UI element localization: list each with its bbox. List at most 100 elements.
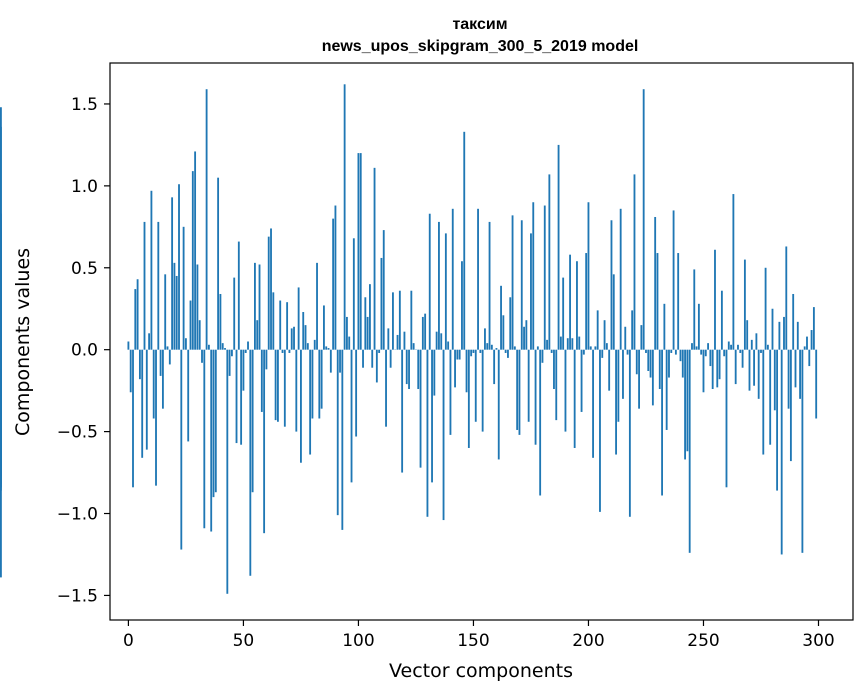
bar-167 <box>511 215 514 350</box>
bar-102 <box>362 349 364 368</box>
bar-2 <box>132 349 134 488</box>
bar-52 <box>247 341 249 350</box>
bar-123 <box>410 290 413 350</box>
bar-249 <box>700 349 703 355</box>
bar-296 <box>808 349 811 367</box>
bar-32 <box>201 349 203 363</box>
bar-261 <box>727 341 730 350</box>
bar-111 <box>382 230 385 350</box>
bar-265 <box>737 344 739 350</box>
bar-168 <box>513 346 516 350</box>
bar-299 <box>815 349 818 419</box>
x-tick-label-250: 250 <box>687 631 719 651</box>
bar-43 <box>226 349 229 594</box>
bar-3 <box>134 289 137 350</box>
bar-19 <box>171 197 174 350</box>
bar-174 <box>527 349 530 422</box>
bar-150 <box>472 349 475 353</box>
bar-80 <box>311 349 314 419</box>
bar-247 <box>695 346 698 350</box>
bar-193 <box>571 338 574 350</box>
bar-242 <box>684 349 686 460</box>
y-tick-label-1.5: 1.5 <box>71 95 98 115</box>
bar-256 <box>716 349 719 388</box>
bar-115 <box>392 292 394 350</box>
bar-202 <box>592 349 594 458</box>
y-tick-label-0.5: 0.5 <box>71 259 98 279</box>
bar-192 <box>569 254 571 350</box>
bar-13 <box>157 221 160 350</box>
bar-183 <box>548 174 551 350</box>
bar-85 <box>323 305 325 350</box>
bar-58 <box>260 349 263 412</box>
bar-191 <box>566 338 569 350</box>
bar-208 <box>605 343 608 350</box>
bar-285 <box>783 316 785 350</box>
bar-282 <box>776 349 779 491</box>
bar-189 <box>562 277 565 350</box>
bar-241 <box>681 349 684 378</box>
bar-187 <box>557 144 560 350</box>
bar-175 <box>530 233 532 350</box>
bar-71 <box>290 328 293 350</box>
bar-196 <box>578 336 581 350</box>
bar-152 <box>477 208 479 350</box>
bar-230 <box>656 253 659 350</box>
bar-277 <box>764 267 767 350</box>
bar-200 <box>587 202 590 350</box>
bar-281 <box>773 349 776 411</box>
bar-86 <box>325 346 328 350</box>
bar-269 <box>746 320 749 350</box>
bar-239 <box>677 253 680 350</box>
y-tick-label-1: 1.0 <box>71 177 98 197</box>
bar-50 <box>242 349 245 391</box>
x-tick-label-300: 300 <box>802 631 834 651</box>
bar-118 <box>398 290 401 350</box>
bar-288 <box>789 349 792 462</box>
bar-197 <box>580 349 583 412</box>
bar-12 <box>155 349 157 486</box>
bar-14 <box>159 349 162 376</box>
bar-163 <box>502 315 505 350</box>
bar-112 <box>385 349 387 427</box>
bar-124 <box>412 343 415 350</box>
bar-173 <box>525 320 528 350</box>
bar-65 <box>277 349 279 422</box>
bar-94 <box>343 84 346 350</box>
bar-157 <box>488 221 491 350</box>
bar-186 <box>555 349 558 421</box>
bar-253 <box>709 349 712 367</box>
bar-64 <box>274 349 277 421</box>
bar-257 <box>718 349 721 380</box>
bar-140 <box>449 349 452 435</box>
x-tick-label-0: 0 <box>123 631 134 651</box>
bar-31 <box>198 320 201 350</box>
bar-136 <box>440 333 443 350</box>
x-axis-ticks: 0 50 100 150 200 250 300 <box>123 620 835 651</box>
y-tick-label-0: 0.0 <box>71 341 98 361</box>
bar-178 <box>536 346 539 350</box>
bar-146 <box>463 131 466 350</box>
bar-147 <box>465 349 468 393</box>
bar-110 <box>380 257 383 350</box>
bar-127 <box>419 349 422 468</box>
bar-243 <box>686 349 689 452</box>
bar-26 <box>187 349 190 442</box>
bar-259 <box>723 349 726 357</box>
bar-undefined <box>0 336 2 350</box>
bar-37 <box>212 349 215 498</box>
bar-76 <box>302 312 305 350</box>
bar-36 <box>210 349 213 532</box>
bar-101 <box>359 153 362 350</box>
bar-75 <box>300 349 302 463</box>
bar-145 <box>461 261 463 350</box>
bar-18 <box>168 349 171 365</box>
bar-286 <box>785 246 788 350</box>
bar-0 <box>127 341 130 350</box>
bar-4 <box>136 279 139 350</box>
bar-218 <box>628 349 631 517</box>
bar-263 <box>732 194 735 350</box>
bar-236 <box>670 349 673 353</box>
bar-89 <box>332 218 335 350</box>
x-tick-label-200: 200 <box>572 631 604 651</box>
